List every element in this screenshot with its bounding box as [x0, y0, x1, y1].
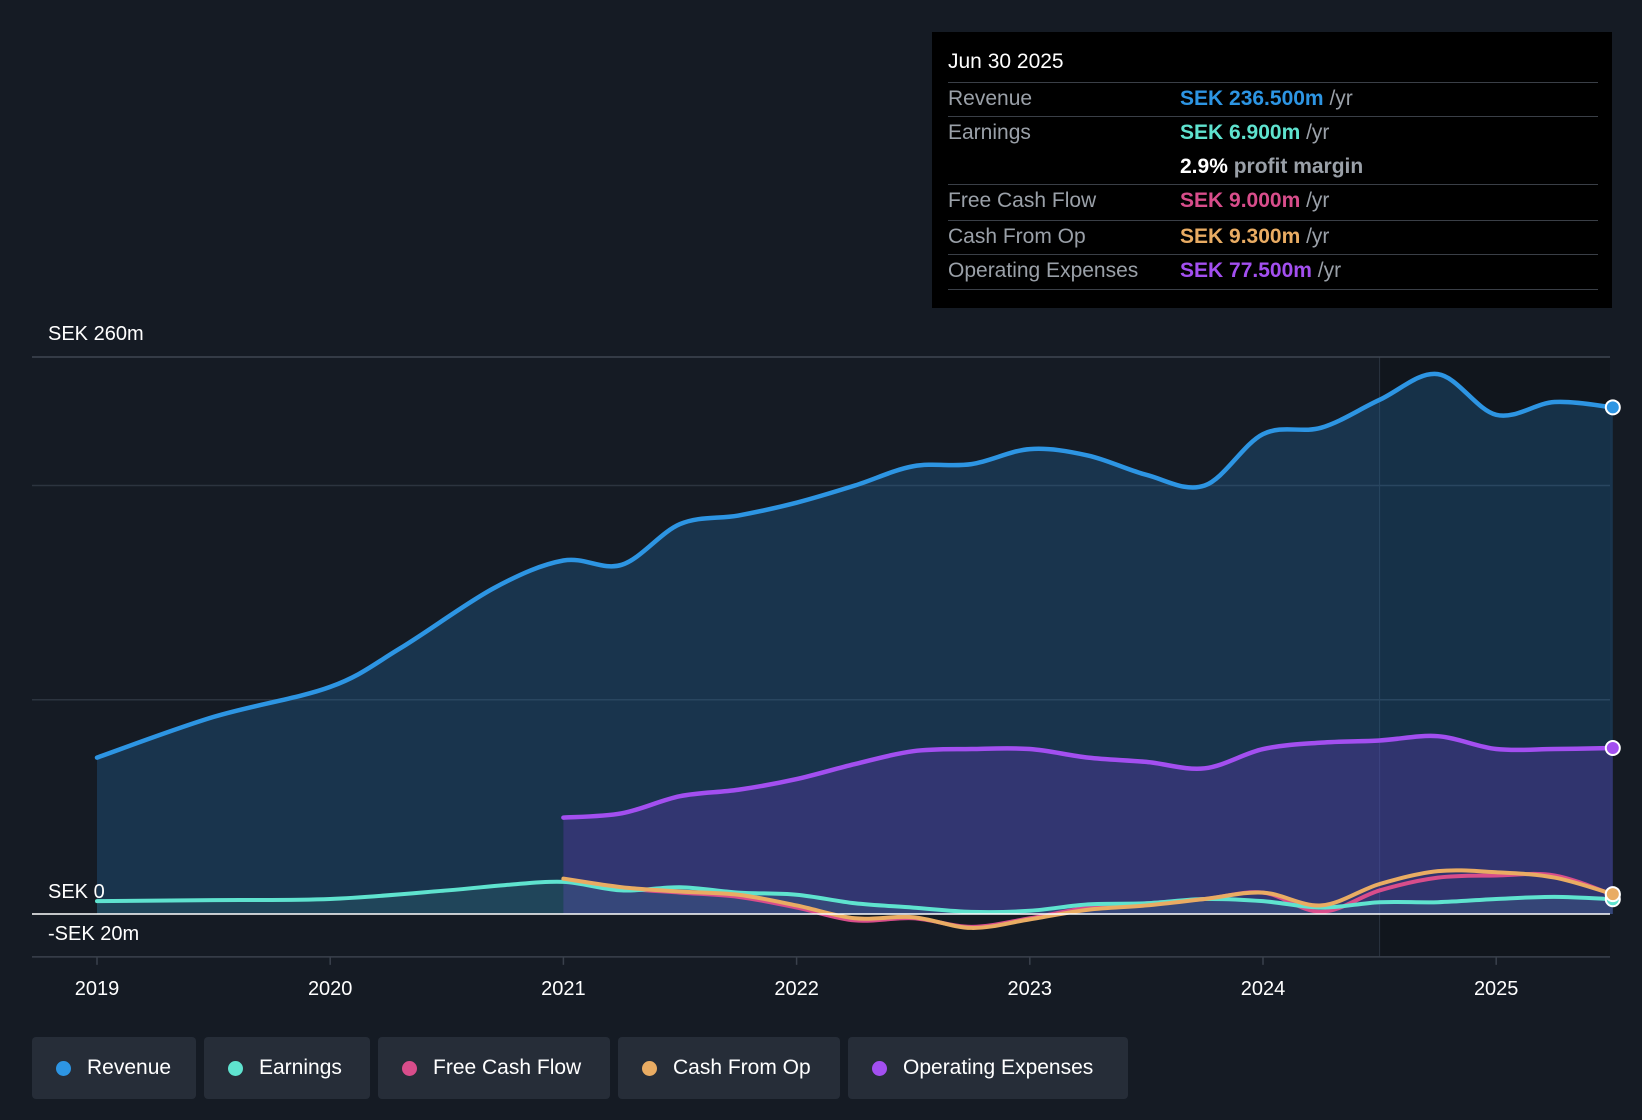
tooltip-label: Earnings: [948, 121, 1031, 144]
revenue-area: [97, 373, 1613, 914]
tooltip-row-earnings: Earnings SEK 6.900m /yr 2.9% profit marg…: [948, 116, 1598, 185]
x-tick-label: 2024: [1241, 978, 1286, 1000]
operating-expenses-line: [561, 733, 1616, 820]
earnings-line: [95, 879, 1615, 915]
legend-operating-expenses[interactable]: Operating Expenses: [848, 1037, 1128, 1099]
tooltip-row-opex: Operating Expenses SEK 77.500m /yr: [948, 254, 1598, 290]
series-lines: [94, 371, 1616, 930]
operating-expenses-area: [563, 735, 1613, 914]
y-zero-label: SEK 0: [48, 881, 105, 903]
forecast-shade: [1379, 357, 1610, 957]
x-ticks: 2019 2020 2021 2022 2023 2024 2025: [75, 956, 1519, 1000]
gridlines: [32, 356, 1610, 957]
legend-label: Operating Expenses: [903, 1056, 1094, 1079]
tooltip-label: Free Cash Flow: [948, 189, 1097, 212]
legend-free-cash-flow[interactable]: Free Cash Flow: [378, 1037, 610, 1099]
x-tick-label: 2025: [1474, 978, 1519, 1000]
legend-earnings[interactable]: Earnings: [204, 1037, 370, 1099]
legend-dot-icon: [402, 1060, 417, 1076]
endpoint-dots: [1604, 399, 1621, 908]
tooltip-unit: /yr: [1306, 189, 1330, 212]
x-tick-label: 2019: [75, 978, 120, 1000]
tooltip-row-fcf: Free Cash Flow SEK 9.000m /yr: [948, 184, 1598, 219]
cash-from-op-end-point: [1604, 886, 1621, 903]
tooltip-row-cfo: Cash From Op SEK 9.300m /yr: [948, 220, 1598, 255]
cash-from-op-line: [561, 868, 1615, 930]
free-cash-flow-line: [561, 871, 1615, 929]
profit-margin-value: 2.9%: [1180, 155, 1228, 178]
legend-label: Earnings: [259, 1056, 342, 1079]
tooltip: Jun 30 2025 Revenue SEK 236.500m /yr Ear…: [932, 32, 1612, 308]
tooltip-label: Revenue: [948, 87, 1033, 110]
x-tick-label: 2021: [541, 978, 586, 1000]
legend-dot-icon: [642, 1060, 657, 1076]
x-tick-label: 2022: [774, 978, 819, 1000]
tooltip-value: SEK 236.500m: [1180, 87, 1324, 110]
x-tick-label: 2020: [308, 978, 353, 1000]
tooltip-unit: /yr: [1329, 87, 1353, 110]
tooltip-value: SEK 6.900m: [1180, 121, 1301, 144]
legend-label: Revenue: [87, 1056, 172, 1079]
tooltip-label: Operating Expenses: [948, 259, 1139, 282]
tooltip-value: SEK 77.500m: [1180, 259, 1312, 282]
revenue-end-point: [1604, 399, 1621, 416]
revenue-line: [94, 371, 1616, 760]
legend-cash-from-op[interactable]: Cash From Op: [618, 1037, 840, 1099]
profit-margin-text: profit margin: [1233, 155, 1364, 178]
y-bottom-label: -SEK 20m: [48, 923, 139, 945]
tooltip-row-revenue: Revenue SEK 236.500m /yr: [948, 82, 1598, 117]
tooltip-unit: /yr: [1317, 259, 1342, 282]
x-tick-label: 2023: [1008, 978, 1053, 1000]
operating-expenses-end-point: [1604, 739, 1621, 756]
tooltip-value: SEK 9.000m: [1180, 189, 1301, 212]
tooltip-date: Jun 30 2025: [948, 50, 1064, 73]
tooltip-unit: /yr: [1306, 121, 1330, 144]
y-top-label: SEK 260m: [48, 323, 144, 345]
legend-revenue[interactable]: Revenue: [32, 1037, 196, 1099]
tooltip-value: SEK 9.300m: [1180, 225, 1301, 248]
series-fills: [97, 373, 1613, 914]
tooltip-label: Cash From Op: [948, 225, 1086, 248]
legend-dot-icon: [228, 1060, 243, 1076]
tooltip-unit: /yr: [1306, 225, 1330, 248]
legend-dot-icon: [56, 1060, 71, 1076]
legend-label: Free Cash Flow: [433, 1056, 582, 1079]
legend-label: Cash From Op: [673, 1056, 811, 1079]
legend-dot-icon: [872, 1060, 887, 1076]
